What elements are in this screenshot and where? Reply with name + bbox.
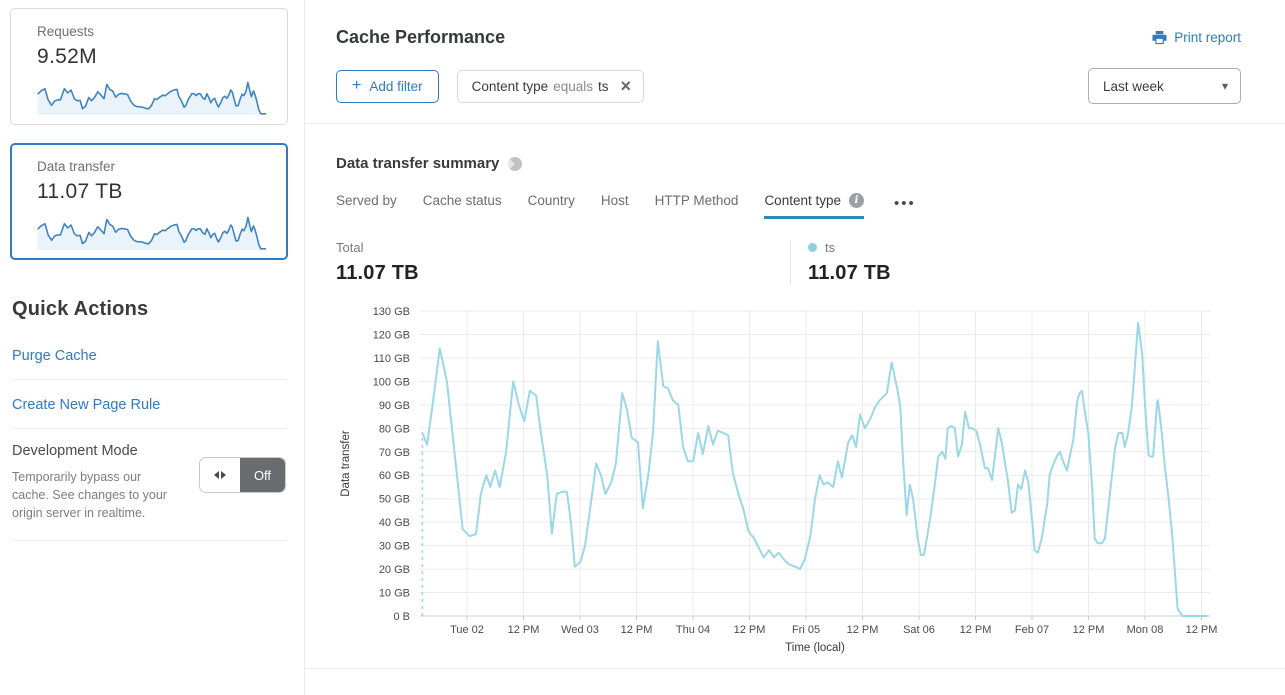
totals-row: Total 11.07 TB ts 11.07 TB bbox=[336, 240, 1241, 285]
summary-header: Data transfer summary bbox=[336, 155, 1241, 172]
add-filter-button[interactable]: + Add filter bbox=[336, 69, 439, 103]
metrics-sidebar: Requests 9.52M Data transfer 11.07 TB Qu… bbox=[0, 0, 305, 695]
svg-text:12 PM: 12 PM bbox=[1186, 624, 1218, 636]
svg-text:Wed 03: Wed 03 bbox=[561, 624, 599, 636]
summary-title: Data transfer summary bbox=[336, 155, 500, 172]
tab-content-type[interactable]: Content type i bbox=[764, 193, 864, 219]
plus-icon: + bbox=[352, 77, 362, 94]
main-content: Cache Performance Print report + Add fil… bbox=[305, 0, 1285, 695]
svg-text:Feb 07: Feb 07 bbox=[1015, 624, 1049, 636]
info-icon[interactable]: i bbox=[849, 193, 864, 208]
tab-country[interactable]: Country bbox=[527, 193, 575, 208]
legend-series-name: ts bbox=[825, 240, 836, 255]
tab-content-type-label: Content type bbox=[764, 193, 841, 208]
development-mode-description: Temporarily bypass our cache. See change… bbox=[12, 470, 167, 521]
filter-chip-value: ts bbox=[597, 78, 609, 94]
development-mode-row: Development Mode Temporarily bypass our … bbox=[12, 429, 286, 542]
svg-text:12 PM: 12 PM bbox=[960, 624, 992, 636]
data-transfer-chart: 0 B 10 GB 20 GB 30 GB 40 GB 50 GB 60 GB 70 GB 80… bbox=[340, 306, 1218, 654]
svg-text:12 PM: 12 PM bbox=[508, 624, 540, 636]
chart-area: 0 B 10 GB 20 GB 30 GB 40 GB 50 GB 60 GB 70 GB 80… bbox=[313, 298, 1241, 660]
svg-text:60 GB: 60 GB bbox=[379, 470, 410, 482]
svg-text:20 GB: 20 GB bbox=[379, 564, 410, 576]
svg-text:Sat 06: Sat 06 bbox=[903, 624, 935, 636]
right-arrow-icon bbox=[221, 471, 230, 479]
svg-text:50 GB: 50 GB bbox=[379, 494, 410, 506]
print-report-link[interactable]: Print report bbox=[1152, 30, 1241, 45]
page-header: Cache Performance Print report bbox=[336, 27, 1241, 48]
svg-text:Thu 04: Thu 04 bbox=[676, 624, 710, 636]
svg-text:40 GB: 40 GB bbox=[379, 517, 410, 529]
svg-text:12 PM: 12 PM bbox=[621, 624, 653, 636]
svg-text:30 GB: 30 GB bbox=[379, 541, 410, 553]
filter-bar: + Add filter Content type equals ts × La… bbox=[336, 68, 1241, 104]
svg-text:120 GB: 120 GB bbox=[373, 329, 410, 341]
svg-text:70 GB: 70 GB bbox=[379, 447, 410, 459]
data-transfer-card-label: Data transfer bbox=[37, 159, 116, 174]
divider bbox=[305, 123, 1285, 124]
divider bbox=[305, 668, 1285, 669]
divider bbox=[12, 379, 286, 380]
chevron-down-icon: ▾ bbox=[1221, 79, 1228, 93]
svg-text:Mon 08: Mon 08 bbox=[1127, 624, 1164, 636]
svg-text:Time (local): Time (local) bbox=[785, 642, 845, 654]
total-value: 11.07 TB bbox=[336, 262, 419, 284]
add-filter-label: Add filter bbox=[369, 78, 423, 94]
svg-text:10 GB: 10 GB bbox=[379, 588, 410, 600]
toggle-off-label[interactable]: Off bbox=[240, 458, 285, 492]
svg-text:12 PM: 12 PM bbox=[847, 624, 879, 636]
quick-actions-title: Quick Actions bbox=[12, 298, 149, 320]
total-label: Total bbox=[336, 240, 364, 255]
divider bbox=[12, 428, 286, 429]
create-page-rule-link[interactable]: Create New Page Rule bbox=[12, 397, 161, 413]
filter-chip-content-type: Content type equals ts × bbox=[456, 69, 645, 103]
development-mode-toggle[interactable]: Off bbox=[199, 457, 286, 493]
data-transfer-card-value: 11.07 TB bbox=[37, 180, 123, 203]
close-icon[interactable]: × bbox=[620, 76, 632, 96]
ellipsis-icon[interactable]: ••• bbox=[894, 195, 916, 212]
tab-http-method[interactable]: HTTP Method bbox=[654, 193, 739, 208]
svg-text:0 B: 0 B bbox=[393, 611, 410, 623]
svg-text:110 GB: 110 GB bbox=[374, 353, 411, 365]
time-range-value: Last week bbox=[1103, 78, 1164, 94]
dimension-tabs: Served by Cache status Country Host HTTP… bbox=[336, 193, 1241, 219]
toggle-handle[interactable] bbox=[200, 458, 240, 492]
development-mode-title: Development Mode bbox=[12, 443, 138, 459]
filter-chip-operator: equals bbox=[553, 78, 593, 94]
requests-card-label: Requests bbox=[37, 24, 95, 39]
svg-text:90 GB: 90 GB bbox=[379, 400, 410, 412]
left-arrow-icon bbox=[210, 471, 219, 479]
requests-metric-card[interactable]: Requests 9.52M bbox=[10, 8, 288, 125]
quick-actions-section: Quick Actions Purge Cache Create New Pag… bbox=[12, 298, 286, 542]
svg-text:Fri 05: Fri 05 bbox=[792, 624, 820, 636]
tab-cache-status[interactable]: Cache status bbox=[422, 193, 502, 208]
data-transfer-metric-card[interactable]: Data transfer 11.07 TB bbox=[10, 143, 288, 260]
svg-text:Data transfer: Data transfer bbox=[340, 430, 352, 497]
svg-text:130 GB: 130 GB bbox=[373, 306, 410, 318]
tab-host[interactable]: Host bbox=[600, 193, 629, 208]
data-transfer-sparkline bbox=[37, 216, 267, 250]
requests-card-value: 9.52M bbox=[37, 45, 97, 68]
print-report-label: Print report bbox=[1174, 30, 1241, 45]
purge-cache-link[interactable]: Purge Cache bbox=[12, 348, 97, 364]
tab-served-by[interactable]: Served by bbox=[336, 193, 397, 208]
legend-series-value: 11.07 TB bbox=[808, 262, 891, 284]
svg-text:100 GB: 100 GB bbox=[373, 376, 410, 388]
svg-text:12 PM: 12 PM bbox=[734, 624, 766, 636]
pie-icon bbox=[508, 156, 523, 171]
svg-text:80 GB: 80 GB bbox=[379, 423, 410, 435]
page-title: Cache Performance bbox=[336, 27, 506, 47]
printer-icon bbox=[1152, 30, 1167, 45]
time-range-select[interactable]: Last week ▾ bbox=[1088, 68, 1241, 104]
svg-text:Tue 02: Tue 02 bbox=[450, 624, 484, 636]
series-legend: ts 11.07 TB bbox=[790, 240, 891, 285]
requests-sparkline bbox=[37, 81, 267, 115]
legend-dot-icon bbox=[808, 243, 817, 252]
filter-chip-field: Content type bbox=[471, 78, 549, 94]
svg-text:12 PM: 12 PM bbox=[1073, 624, 1105, 636]
